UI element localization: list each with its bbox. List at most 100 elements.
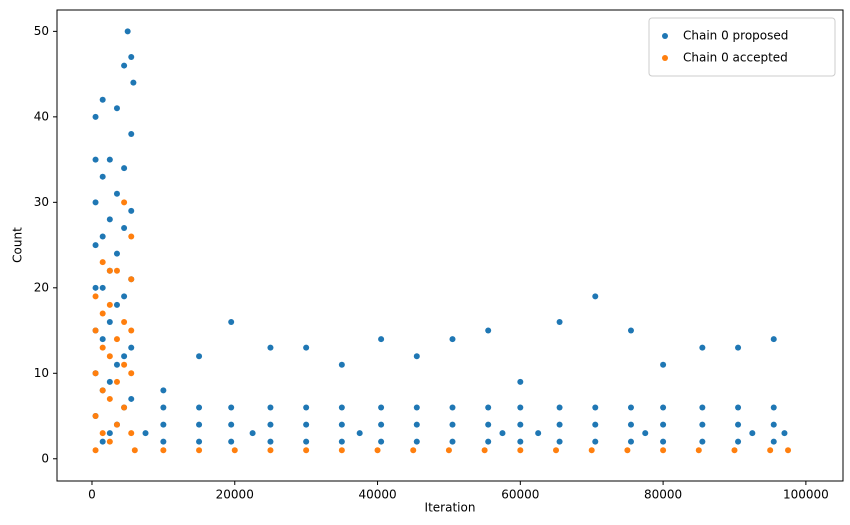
x-tick-label: 0 bbox=[88, 488, 96, 502]
point bbox=[535, 430, 542, 437]
point bbox=[485, 404, 492, 411]
point bbox=[624, 447, 631, 454]
point bbox=[160, 421, 167, 428]
point bbox=[106, 438, 113, 445]
point bbox=[121, 199, 128, 206]
point bbox=[113, 301, 120, 308]
point bbox=[517, 404, 524, 411]
point bbox=[92, 327, 99, 334]
point bbox=[92, 370, 99, 377]
point bbox=[113, 105, 120, 112]
point bbox=[228, 421, 235, 428]
point bbox=[592, 293, 599, 300]
point bbox=[99, 284, 106, 291]
point bbox=[99, 438, 106, 445]
point bbox=[485, 421, 492, 428]
point bbox=[92, 242, 99, 249]
point bbox=[160, 404, 167, 411]
point bbox=[767, 447, 774, 454]
y-axis-title: Count bbox=[11, 227, 25, 263]
point bbox=[128, 54, 135, 61]
point bbox=[99, 96, 106, 103]
point bbox=[99, 336, 106, 343]
point bbox=[99, 259, 106, 266]
point bbox=[592, 421, 599, 428]
point bbox=[485, 327, 492, 334]
point bbox=[92, 113, 99, 120]
point bbox=[485, 438, 492, 445]
point bbox=[113, 336, 120, 343]
point bbox=[113, 250, 120, 257]
point bbox=[99, 310, 106, 317]
point bbox=[449, 438, 456, 445]
legend-marker bbox=[662, 55, 668, 61]
x-tick-label: 40000 bbox=[358, 488, 396, 502]
point bbox=[196, 438, 203, 445]
point bbox=[92, 199, 99, 206]
point bbox=[449, 336, 456, 343]
point bbox=[121, 224, 128, 231]
point bbox=[196, 353, 203, 360]
point bbox=[303, 447, 310, 454]
y-tick-label: 10 bbox=[34, 366, 49, 380]
point bbox=[106, 301, 113, 308]
point bbox=[660, 404, 667, 411]
point bbox=[99, 233, 106, 240]
point bbox=[642, 430, 649, 437]
point bbox=[113, 421, 120, 428]
point bbox=[131, 447, 138, 454]
y-tick-label: 50 bbox=[34, 24, 49, 38]
x-tick-label: 60000 bbox=[501, 488, 539, 502]
point bbox=[267, 344, 274, 351]
point bbox=[128, 395, 135, 402]
point bbox=[660, 438, 667, 445]
point bbox=[356, 430, 363, 437]
point bbox=[99, 344, 106, 351]
point bbox=[128, 344, 135, 351]
point bbox=[99, 387, 106, 394]
point bbox=[749, 430, 756, 437]
point bbox=[303, 438, 310, 445]
point bbox=[374, 447, 381, 454]
point bbox=[128, 207, 135, 214]
point bbox=[449, 421, 456, 428]
point bbox=[378, 404, 385, 411]
point bbox=[113, 361, 120, 368]
point bbox=[121, 165, 128, 172]
y-tick-label: 0 bbox=[41, 451, 49, 465]
x-axis-title: Iteration bbox=[425, 501, 476, 515]
point bbox=[378, 438, 385, 445]
point bbox=[113, 267, 120, 274]
point bbox=[378, 421, 385, 428]
point bbox=[303, 404, 310, 411]
point bbox=[99, 173, 106, 180]
point bbox=[303, 421, 310, 428]
x-tick-label: 100000 bbox=[783, 488, 829, 502]
point bbox=[481, 447, 488, 454]
point bbox=[413, 353, 420, 360]
point bbox=[267, 438, 274, 445]
point bbox=[770, 404, 777, 411]
point bbox=[124, 28, 131, 35]
point bbox=[121, 353, 128, 360]
point bbox=[92, 447, 99, 454]
point bbox=[196, 421, 203, 428]
legend-box bbox=[648, 17, 836, 77]
point bbox=[121, 404, 128, 411]
point bbox=[160, 387, 167, 394]
point bbox=[785, 447, 792, 454]
point bbox=[592, 438, 599, 445]
point bbox=[556, 438, 563, 445]
point bbox=[113, 190, 120, 197]
point bbox=[660, 421, 667, 428]
y-tick-label: 40 bbox=[34, 109, 49, 123]
point bbox=[781, 430, 788, 437]
point bbox=[413, 404, 420, 411]
legend-label: Chain 0 proposed bbox=[683, 29, 788, 43]
point bbox=[627, 421, 634, 428]
point bbox=[128, 327, 135, 334]
point bbox=[770, 421, 777, 428]
point bbox=[378, 336, 385, 343]
point bbox=[142, 430, 149, 437]
